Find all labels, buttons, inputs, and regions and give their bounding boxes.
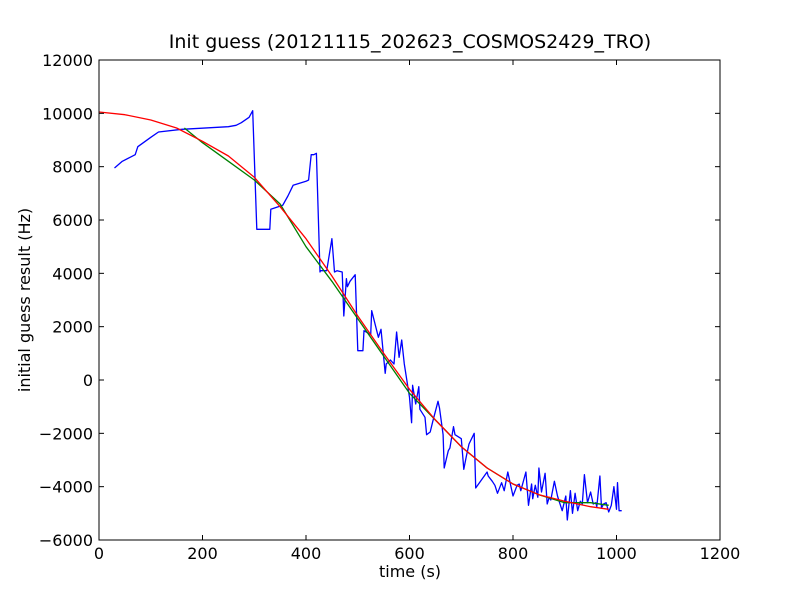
y-tick-label: −6000: [39, 531, 93, 550]
chart-title: Init guess (20121115_202623_COSMOS2429_T…: [169, 31, 651, 53]
x-tick-label: 200: [187, 544, 218, 563]
x-axis-label: time (s): [379, 562, 441, 581]
y-tick-label: 6000: [52, 211, 93, 230]
plot-lines: [98, 110, 622, 521]
y-tick-label: 12000: [42, 51, 93, 70]
x-tick-label: 400: [291, 544, 322, 563]
y-axis-ticks: −6000 −4000 −2000 0 2000 4000 6000 8000 10000 120…: [39, 51, 720, 550]
x-axis-ticks: 0 200 400 600 800 1000 1200: [94, 60, 740, 563]
y-tick-label: 4000: [52, 264, 93, 283]
x-tick-label: 0: [94, 544, 104, 563]
y-tick-label: −2000: [39, 424, 93, 443]
series-line-0: [114, 110, 622, 521]
y-tick-label: 0: [83, 371, 93, 390]
x-tick-label: 600: [394, 544, 425, 563]
y-tick-label: −4000: [39, 478, 93, 497]
x-tick-label: 800: [498, 544, 529, 563]
series-line-2: [98, 111, 609, 510]
x-tick-label: 1200: [700, 544, 741, 563]
x-tick-label: 1000: [596, 544, 637, 563]
y-tick-label: 2000: [52, 318, 93, 337]
y-axis-label: initial guess result (Hz): [15, 208, 34, 392]
y-tick-label: 10000: [42, 104, 93, 123]
y-tick-label: 8000: [52, 158, 93, 177]
